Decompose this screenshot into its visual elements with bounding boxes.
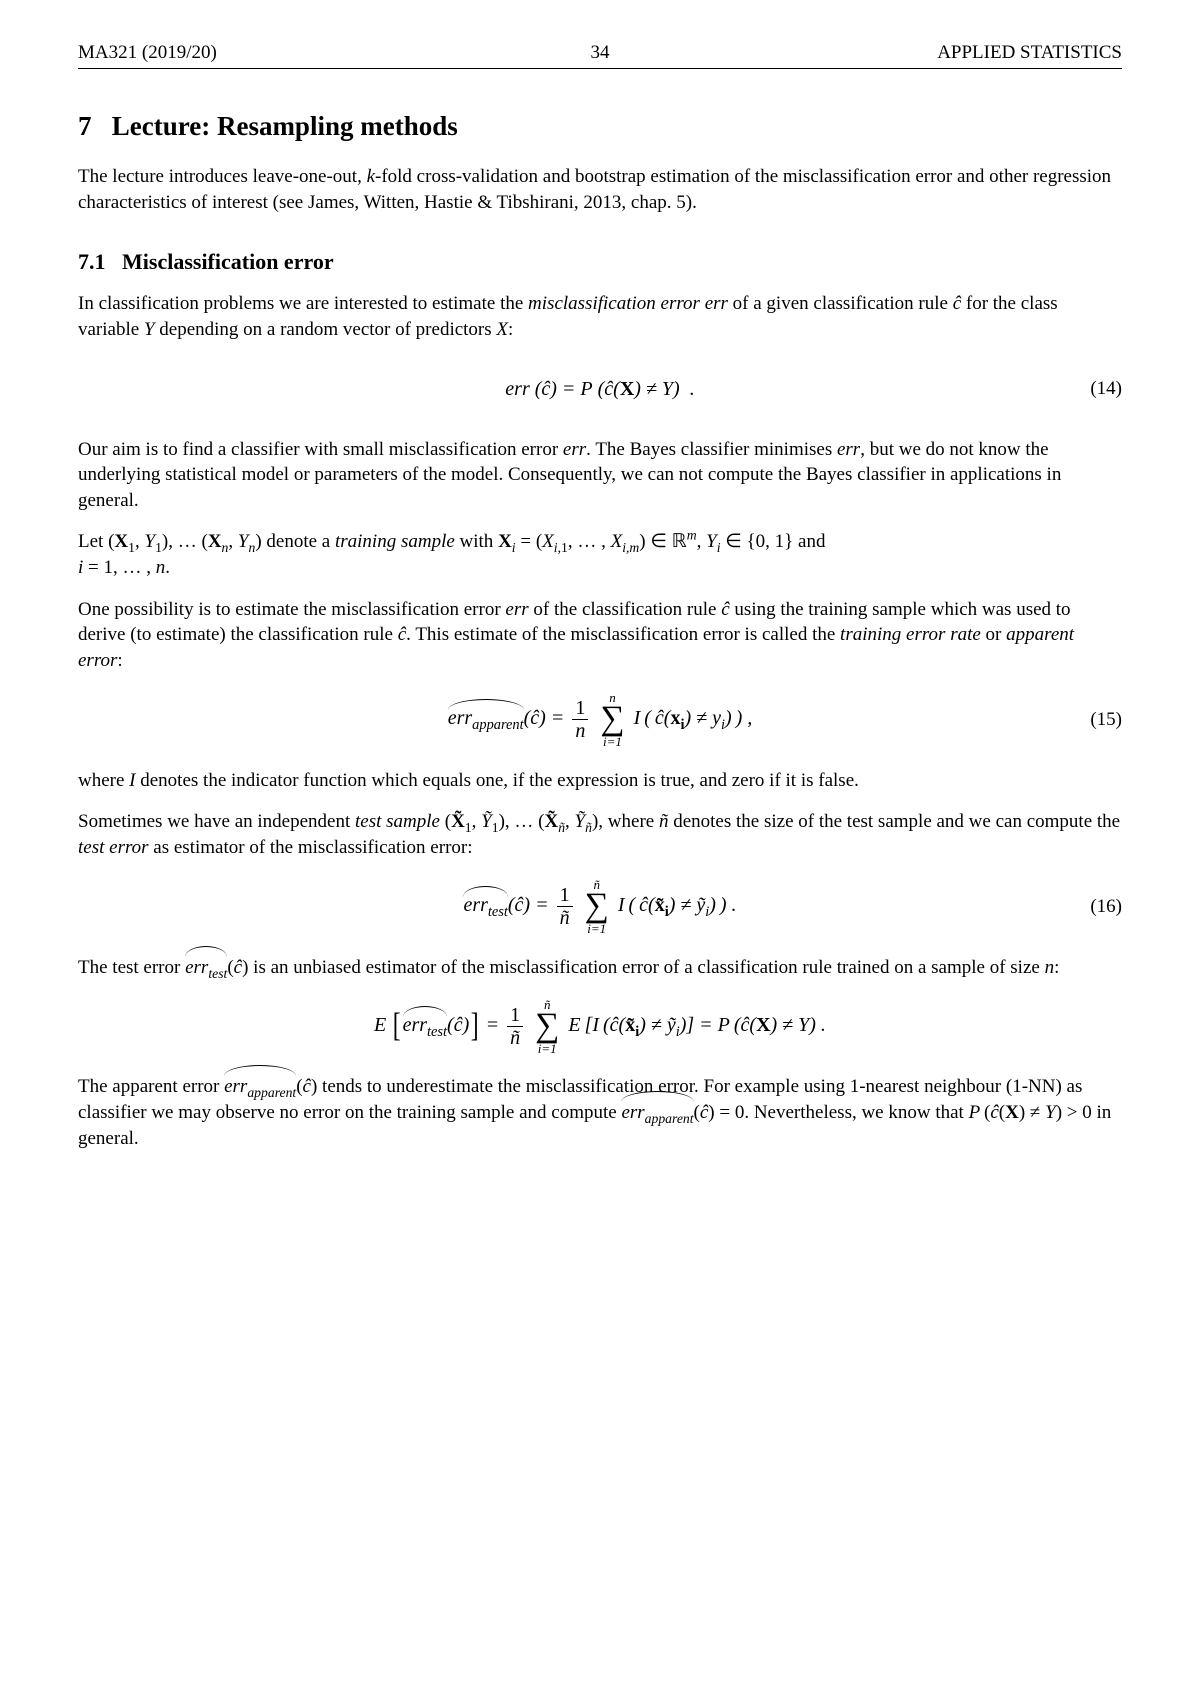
page: MA321 (2019/20) 34 APPLIED STATISTICS 7 … [0, 0, 1200, 1697]
section-heading: 7 Lecture: Resampling methods [78, 111, 1122, 142]
subsection-title-text: Misclassification error [122, 249, 334, 274]
equation-14-number: (14) [1090, 378, 1122, 400]
header-right: APPLIED STATISTICS [937, 42, 1122, 64]
equation-15: errapparent(ĉ) = 1n n∑i=1 I ( ĉ(xi) ≠ yi… [78, 690, 1122, 750]
equation-14: err (ĉ) = P (ĉ(X) ≠ Y) . (14) [78, 359, 1122, 419]
header-page-number: 34 [591, 42, 610, 64]
equation-15-number: (15) [1090, 709, 1122, 731]
equation-16-body: errtest(ĉ) = 1ñ ñ∑i=1 I ( ĉ(x̃i) ≠ ỹi) )… [463, 878, 736, 935]
page-header: MA321 (2019/20) 34 APPLIED STATISTICS [78, 42, 1122, 69]
paragraph-5: where I denotes the indicator function w… [78, 768, 1122, 794]
section-title-text: Lecture: Resampling methods [112, 111, 458, 141]
subsection-number: 7.1 [78, 249, 106, 274]
equation-14-body: err (ĉ) = P (ĉ(X) ≠ Y) . [505, 379, 694, 399]
equation-expectation-body: E [errtest(ĉ)] = 1ñ ñ∑i=1 E [I (ĉ(x̃i) ≠… [374, 998, 826, 1055]
paragraph-2: Our aim is to find a classifier with sma… [78, 437, 1122, 514]
paragraph-4: One possibility is to estimate the miscl… [78, 597, 1122, 674]
intro-paragraph: The lecture introduces leave-one-out, k-… [78, 164, 1122, 215]
equation-16-number: (16) [1090, 896, 1122, 918]
paragraph-6: Sometimes we have an independent test sa… [78, 809, 1122, 860]
paragraph-7: The test error errtest(ĉ) is an unbiased… [78, 955, 1122, 981]
subsection-heading: 7.1 Misclassification error [78, 249, 1122, 275]
equation-16: errtest(ĉ) = 1ñ ñ∑i=1 I ( ĉ(x̃i) ≠ ỹi) )… [78, 877, 1122, 937]
paragraph-8: The apparent error errapparent(ĉ) tends … [78, 1074, 1122, 1151]
equation-expectation: E [errtest(ĉ)] = 1ñ ñ∑i=1 E [I (ĉ(x̃i) ≠… [78, 996, 1122, 1056]
equation-15-body: errapparent(ĉ) = 1n n∑i=1 I ( ĉ(xi) ≠ yi… [448, 691, 753, 748]
paragraph-3: Let (X1, Y1), … (Xn, Yn) denote a traini… [78, 529, 1122, 580]
paragraph-1: In classification problems we are intere… [78, 291, 1122, 342]
section-number: 7 [78, 111, 92, 141]
header-left: MA321 (2019/20) [78, 42, 217, 64]
